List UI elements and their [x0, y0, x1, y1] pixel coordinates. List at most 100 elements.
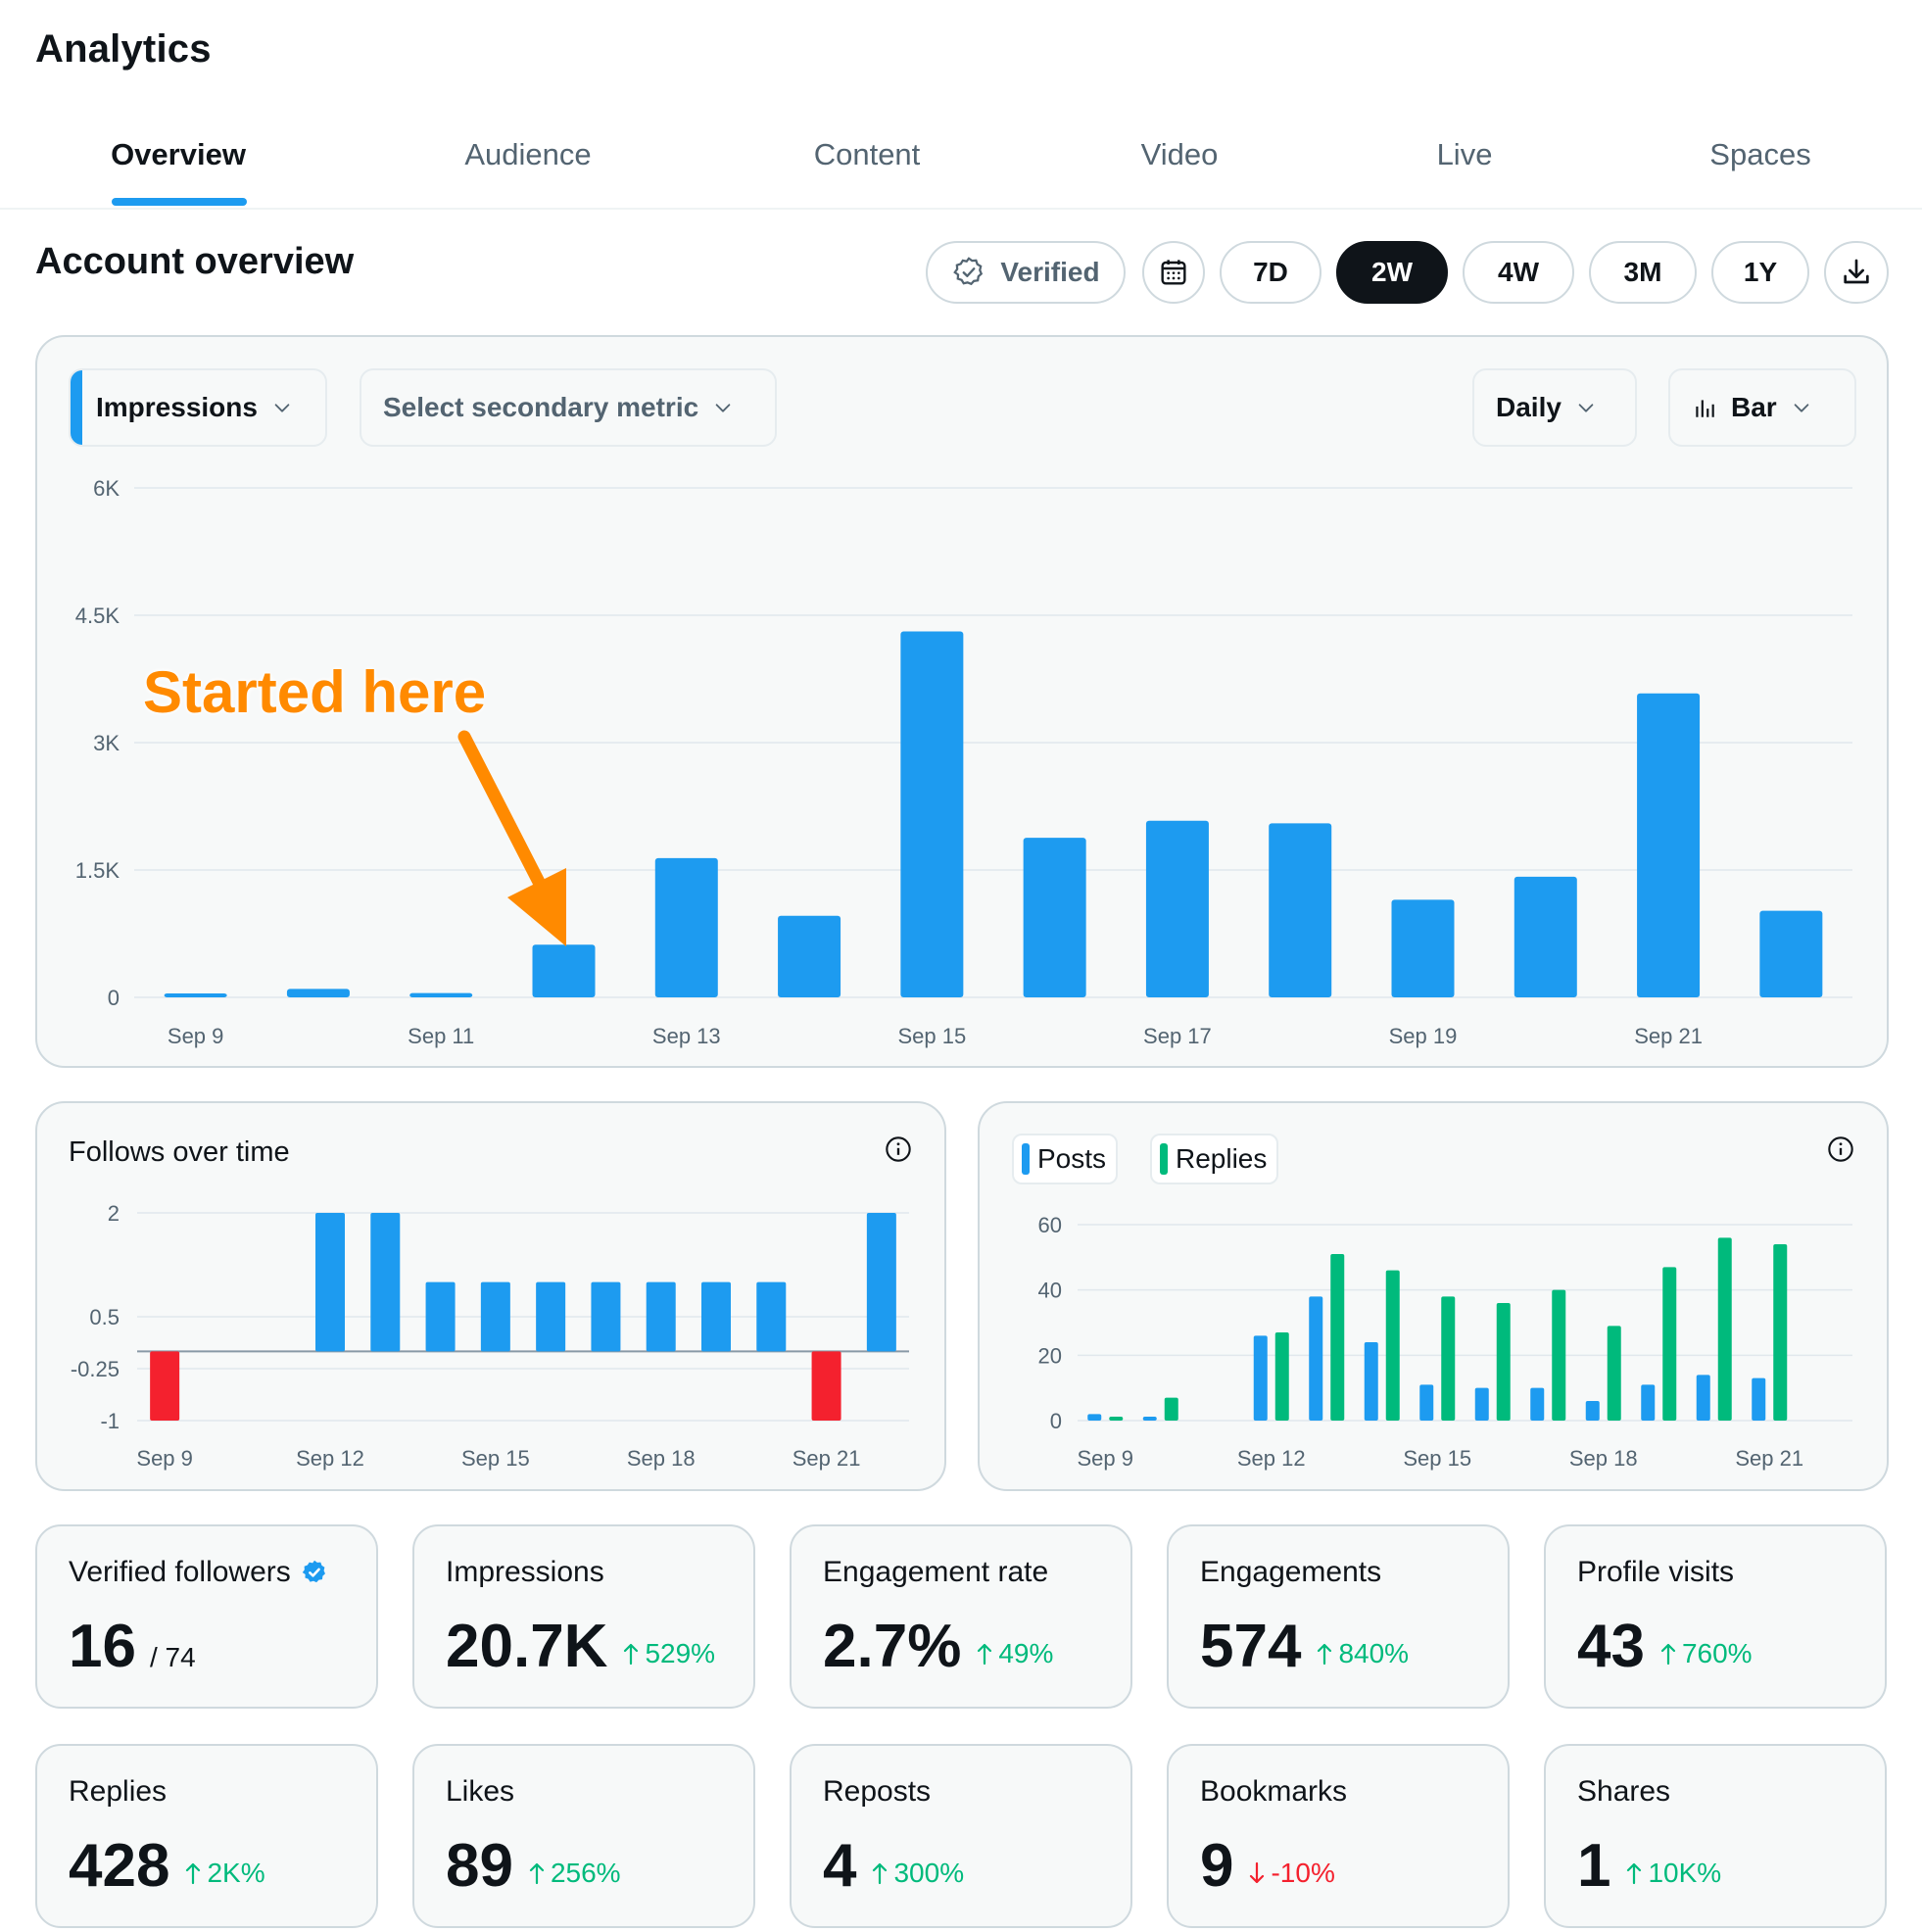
chart-bar [315, 1213, 345, 1352]
stat-change: 256% [527, 1860, 621, 1887]
chart-bar [1607, 1326, 1621, 1421]
range-7d-button[interactable]: 7D [1220, 241, 1321, 304]
stat-label: Shares [1577, 1775, 1670, 1809]
x-tick-label: Sep 21 [1634, 1024, 1703, 1048]
chart-bar [591, 1281, 621, 1352]
stat-change-text: 49% [998, 1638, 1054, 1668]
stat-card-bookmarks[interactable]: Bookmarks 9 -10% [1167, 1744, 1510, 1928]
chart-bar [1109, 1417, 1124, 1421]
download-button[interactable] [1824, 241, 1889, 304]
stat-change-text: 840% [1338, 1638, 1410, 1668]
stat-change: 49% [975, 1640, 1053, 1667]
interval-label: Daily [1496, 392, 1562, 422]
stat-change: 760% [1658, 1640, 1753, 1667]
stat-value-row: 4 300% [823, 1836, 964, 1897]
chevron-down-icon [274, 404, 290, 412]
chart-bar [1585, 1401, 1600, 1421]
stat-card-impressions[interactable]: Impressions 20.7K 529% [412, 1524, 755, 1709]
stat-value-row: 9 -10% [1200, 1836, 1335, 1897]
tab-spaces[interactable]: Spaces [1709, 137, 1811, 171]
stat-label: Likes [446, 1775, 514, 1809]
calendar-button[interactable] [1142, 241, 1205, 304]
verified-filter-button[interactable]: Verified [926, 241, 1126, 304]
interval-dropdown[interactable]: Daily [1472, 368, 1637, 447]
stat-card-shares[interactable]: Shares 1 10K% [1544, 1744, 1887, 1928]
stat-sub-value: / 74 [149, 1642, 196, 1672]
chart-bar [701, 1281, 731, 1352]
tab-content[interactable]: Content [813, 137, 921, 171]
stat-value: 20.7K [446, 1613, 608, 1680]
x-tick-label: Sep 12 [296, 1446, 364, 1471]
chart-bar [1330, 1254, 1345, 1421]
stat-change: 10K% [1624, 1860, 1721, 1887]
stat-value-row: 1 10K% [1577, 1836, 1721, 1897]
stat-label: Impressions [446, 1556, 604, 1589]
tab-live[interactable]: Live [1436, 137, 1493, 171]
tab-video[interactable]: Video [1140, 137, 1219, 171]
x-tick-label: Sep 9 [168, 1024, 224, 1048]
chart-bar [1087, 1414, 1102, 1421]
tab-audience[interactable]: Audience [464, 137, 592, 171]
chart-bar [1145, 820, 1209, 997]
info-icon[interactable] [885, 1135, 912, 1163]
stat-value: 428 [69, 1832, 170, 1900]
chart-bar [150, 1351, 180, 1421]
range-4w-button[interactable]: 4W [1463, 241, 1574, 304]
stat-value: 16 [69, 1613, 136, 1680]
range-2w-button[interactable]: 2W [1336, 241, 1448, 304]
x-tick-label: Sep 15 [461, 1446, 530, 1471]
legend-posts[interactable]: Posts [1012, 1134, 1119, 1184]
stat-value: 2.7% [823, 1613, 962, 1680]
stat-change: -10% [1247, 1860, 1335, 1887]
stat-value-row: 20.7K 529% [446, 1617, 715, 1677]
stat-label: Bookmarks [1200, 1775, 1347, 1809]
x-tick-label: Sep 18 [627, 1446, 696, 1471]
stat-change-text: 256% [550, 1858, 621, 1888]
stat-change: 840% [1315, 1640, 1409, 1667]
stat-value-row: 43 760% [1577, 1617, 1753, 1677]
chart-bar [1274, 1332, 1289, 1421]
stat-card-replies[interactable]: Replies 428 2K% [35, 1744, 378, 1928]
chart-bar [866, 1213, 896, 1352]
chart-bar [1641, 1384, 1656, 1421]
info-icon[interactable] [1827, 1135, 1854, 1163]
legend-replies-swatch [1160, 1143, 1168, 1175]
chart-type-label: Bar [1731, 392, 1777, 422]
chart-type-dropdown[interactable]: Bar [1668, 368, 1856, 447]
verified-badge-icon [302, 1560, 325, 1583]
chart-bar [164, 993, 227, 997]
arrow-down-icon [1250, 1861, 1265, 1884]
stat-card-reposts[interactable]: Reposts 4 300% [790, 1744, 1132, 1928]
range-3m-button[interactable]: 3M [1589, 241, 1697, 304]
stat-card-likes[interactable]: Likes 89 256% [412, 1744, 755, 1928]
chart-bar [654, 857, 718, 997]
legend-replies[interactable]: Replies [1150, 1134, 1279, 1184]
chevron-down-icon [715, 404, 731, 412]
range-1y-button[interactable]: 1Y [1711, 241, 1809, 304]
verified-badge-outline-icon [953, 257, 984, 286]
chart-bar [480, 1281, 510, 1352]
stat-card-verified-followers[interactable]: Verified followers 16/ 74 [35, 1524, 378, 1709]
stat-value-row: 574 840% [1200, 1617, 1409, 1677]
stat-label-text: Engagement rate [823, 1556, 1049, 1588]
tab-overview[interactable]: Overview [111, 137, 246, 171]
x-tick-label: Sep 19 [1389, 1024, 1458, 1048]
stat-label-text: Reposts [823, 1775, 932, 1808]
secondary-metric-dropdown[interactable]: Select secondary metric [360, 368, 777, 447]
stat-label: Engagements [1200, 1556, 1381, 1589]
stat-value: 4 [823, 1832, 857, 1900]
y-tick-label: 4.5K [75, 604, 120, 628]
stat-card-profile-visits[interactable]: Profile visits 43 760% [1544, 1524, 1887, 1709]
download-icon [1844, 259, 1869, 284]
stat-card-engagement-rate[interactable]: Engagement rate 2.7% 49% [790, 1524, 1132, 1709]
x-tick-label: Sep 21 [793, 1446, 861, 1471]
y-tick-label: 1.5K [75, 858, 120, 883]
primary-metric-dropdown[interactable]: Impressions [69, 368, 327, 447]
chevron-down-icon [1578, 404, 1594, 412]
calendar-icon [1161, 260, 1186, 285]
stat-label: Engagement rate [823, 1556, 1048, 1589]
stat-card-engagements[interactable]: Engagements 574 840% [1167, 1524, 1510, 1709]
stat-label: Replies [69, 1775, 167, 1809]
x-tick-label: Sep 17 [1143, 1024, 1212, 1048]
chart-bar [409, 992, 473, 997]
